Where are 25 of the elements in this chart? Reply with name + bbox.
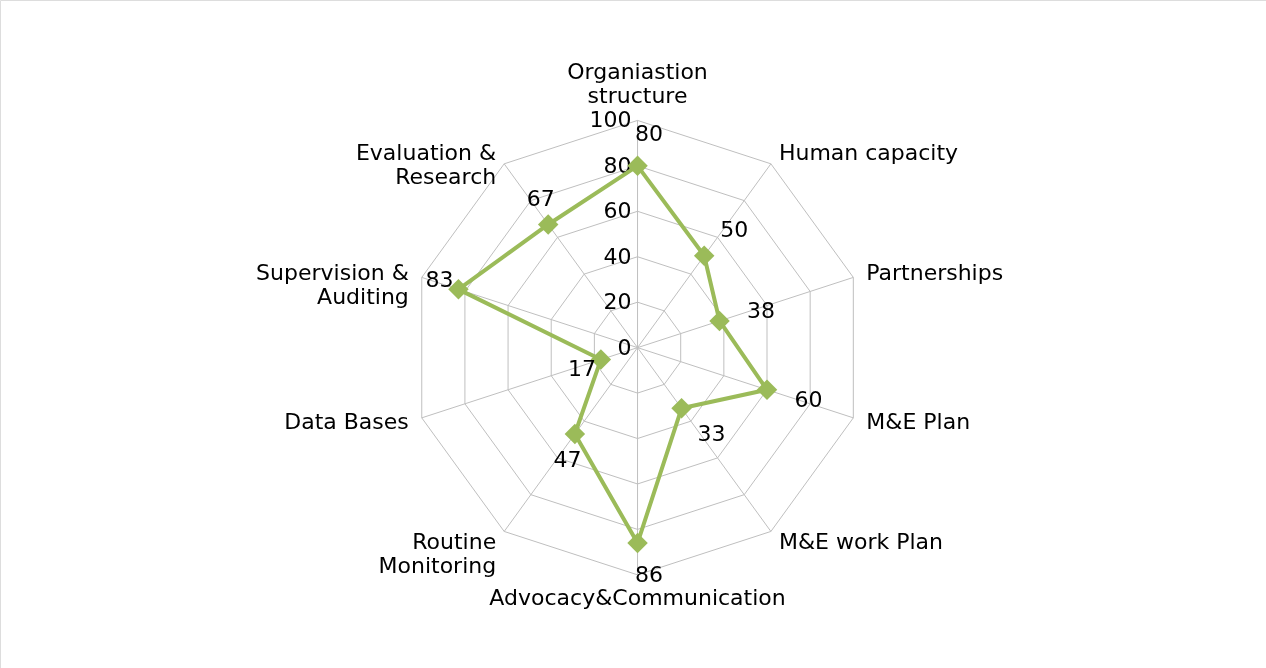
y-tick-label: 40 bbox=[603, 243, 632, 269]
data-label: 47 bbox=[553, 446, 582, 472]
spoke-label: Advocacy&Communication bbox=[489, 585, 786, 611]
spoke-label: M&E Plan bbox=[866, 409, 971, 435]
data-label: 38 bbox=[747, 298, 776, 324]
spoke-label: Organiastion structure bbox=[567, 59, 708, 109]
data-label: 67 bbox=[526, 185, 555, 211]
data-label: 83 bbox=[425, 266, 454, 292]
data-label: 50 bbox=[720, 216, 749, 242]
data-label: 33 bbox=[697, 421, 726, 447]
data-label: 17 bbox=[567, 356, 596, 382]
spoke-label: Routine Monitoring bbox=[378, 529, 497, 579]
data-label: 80 bbox=[634, 121, 663, 147]
y-tick-label: 100 bbox=[589, 107, 632, 133]
y-tick-label: 20 bbox=[603, 289, 632, 315]
y-tick-label: 60 bbox=[603, 198, 632, 224]
y-tick-label: 0 bbox=[617, 334, 632, 360]
spoke-label: Evaluation & Research bbox=[355, 139, 497, 189]
spoke-label: Data Bases bbox=[284, 409, 409, 435]
spoke-label: Human capacity bbox=[778, 139, 959, 165]
spoke-label: Partnerships bbox=[866, 260, 1004, 286]
spoke-label: M&E work Plan bbox=[778, 529, 943, 555]
spoke-label: Supervision & Auditing bbox=[256, 260, 409, 310]
data-label: 86 bbox=[634, 561, 663, 587]
data-label: 60 bbox=[794, 386, 823, 412]
